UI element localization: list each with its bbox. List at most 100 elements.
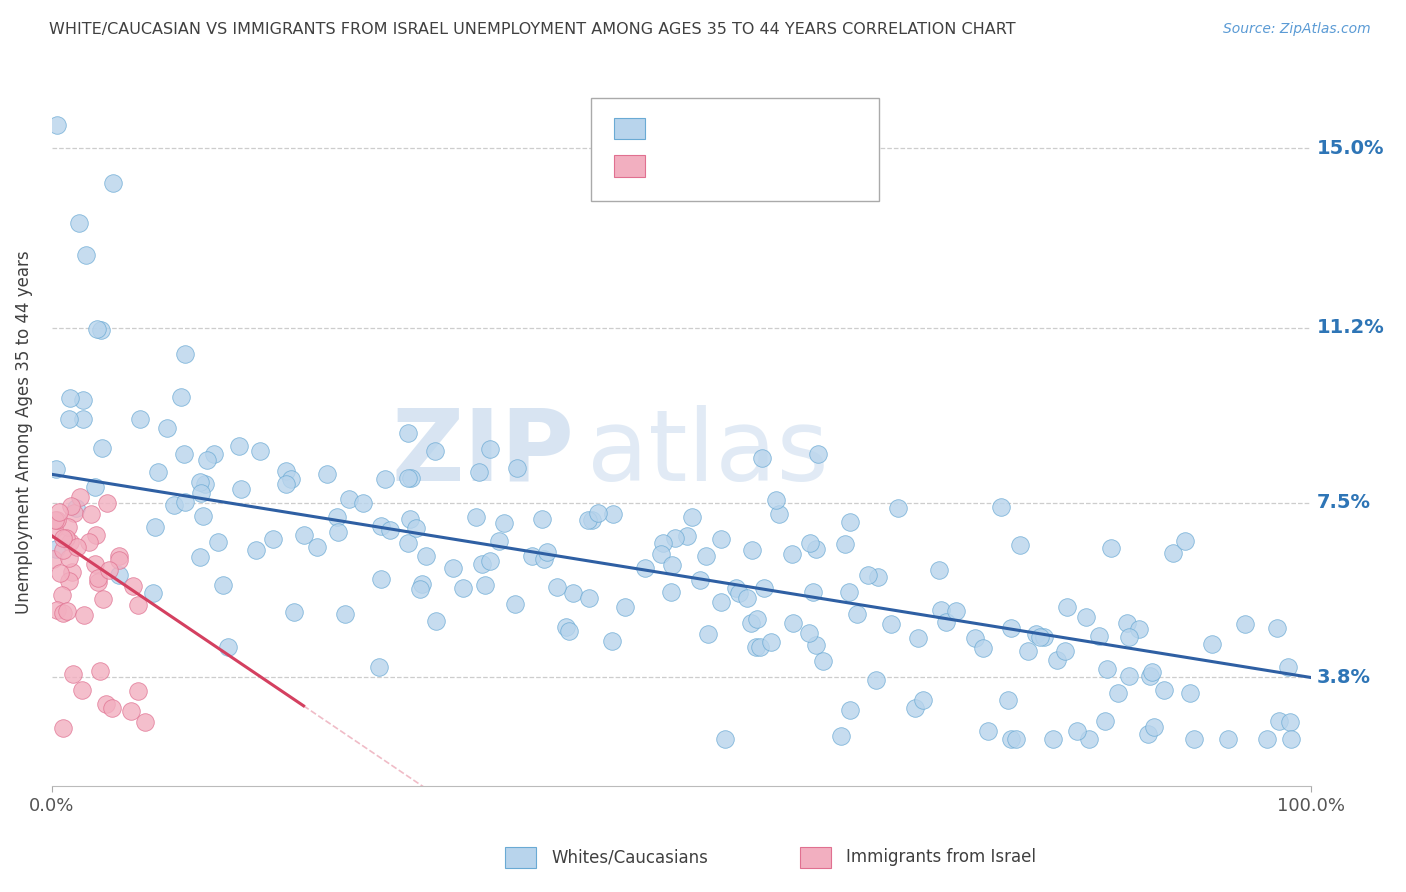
Point [276, 464, 298, 478]
Point [191, 508, 214, 523]
Point [602, 507, 624, 521]
Point [695, 549, 717, 563]
Point [190, 486, 212, 500]
Point [1116, 616, 1139, 631]
Point [156, 421, 179, 435]
Point [856, 568, 879, 582]
Point [752, 582, 775, 596]
Text: 11.2%: 11.2% [1317, 318, 1385, 337]
Point [84, 528, 107, 542]
Point [72, 412, 94, 426]
Point [127, 683, 149, 698]
Point [315, 467, 337, 481]
Point [1265, 621, 1288, 635]
Point [807, 447, 830, 461]
Point [558, 624, 581, 639]
Point [804, 639, 827, 653]
Point [1140, 665, 1163, 679]
Point [1128, 622, 1150, 636]
Point [479, 442, 502, 456]
Point [52, 721, 75, 735]
Point [652, 536, 675, 550]
Point [676, 529, 699, 543]
Point [749, 640, 772, 654]
Point [1182, 731, 1205, 746]
Point [86, 322, 108, 336]
Point [44, 522, 66, 536]
Point [1153, 682, 1175, 697]
Point [1056, 599, 1078, 614]
Point [879, 616, 901, 631]
Point [464, 510, 486, 524]
Point [780, 548, 803, 562]
Point [58, 574, 80, 588]
Point [128, 411, 150, 425]
Point [276, 476, 298, 491]
Point [48, 566, 70, 580]
Point [1008, 538, 1031, 552]
Point [745, 612, 768, 626]
Point [1033, 630, 1056, 644]
Point [370, 519, 392, 533]
Point [1005, 731, 1028, 746]
Point [101, 701, 124, 715]
Point [262, 532, 284, 546]
Point [63, 506, 86, 520]
Point [60, 565, 83, 579]
Point [768, 507, 790, 521]
Point [1074, 609, 1097, 624]
Point [72, 683, 94, 698]
Text: Immigrants from Israel: Immigrants from Israel [846, 848, 1036, 866]
Y-axis label: Unemployment Among Ages 35 to 44 years: Unemployment Among Ages 35 to 44 years [15, 250, 32, 614]
Point [506, 460, 529, 475]
Point [887, 501, 910, 516]
Point [94, 698, 117, 712]
Point [59, 535, 82, 549]
Point [576, 513, 599, 527]
Point [661, 558, 683, 572]
Point [91, 441, 114, 455]
Point [554, 620, 576, 634]
Point [494, 516, 516, 531]
Point [188, 475, 211, 489]
Point [80, 507, 103, 521]
Point [1143, 720, 1166, 734]
Point [195, 453, 218, 467]
Point [399, 471, 422, 485]
Text: 7.5%: 7.5% [1317, 493, 1371, 512]
Point [67, 216, 90, 230]
Point [127, 598, 149, 612]
Point [479, 554, 502, 568]
Point [740, 615, 762, 630]
Point [91, 591, 114, 606]
Point [56, 604, 79, 618]
Text: 3.8%: 3.8% [1317, 668, 1371, 687]
Point [249, 444, 271, 458]
Point [378, 523, 401, 537]
Point [659, 585, 682, 599]
Point [1137, 727, 1160, 741]
Point [1267, 714, 1289, 728]
Point [1000, 731, 1022, 746]
Point [1088, 629, 1111, 643]
Point [1139, 669, 1161, 683]
Point [1161, 546, 1184, 560]
Point [170, 390, 193, 404]
Point [292, 528, 315, 542]
Point [586, 506, 609, 520]
Point [441, 560, 464, 574]
Point [801, 585, 824, 599]
Point [530, 512, 553, 526]
Point [929, 603, 952, 617]
Point [735, 591, 758, 605]
Point [51, 588, 73, 602]
Point [799, 626, 821, 640]
Point [714, 731, 737, 746]
Point [52, 606, 75, 620]
Point [143, 520, 166, 534]
Point [103, 176, 125, 190]
Point [194, 477, 217, 491]
Point [990, 500, 1012, 514]
Point [84, 557, 107, 571]
Point [928, 563, 950, 577]
